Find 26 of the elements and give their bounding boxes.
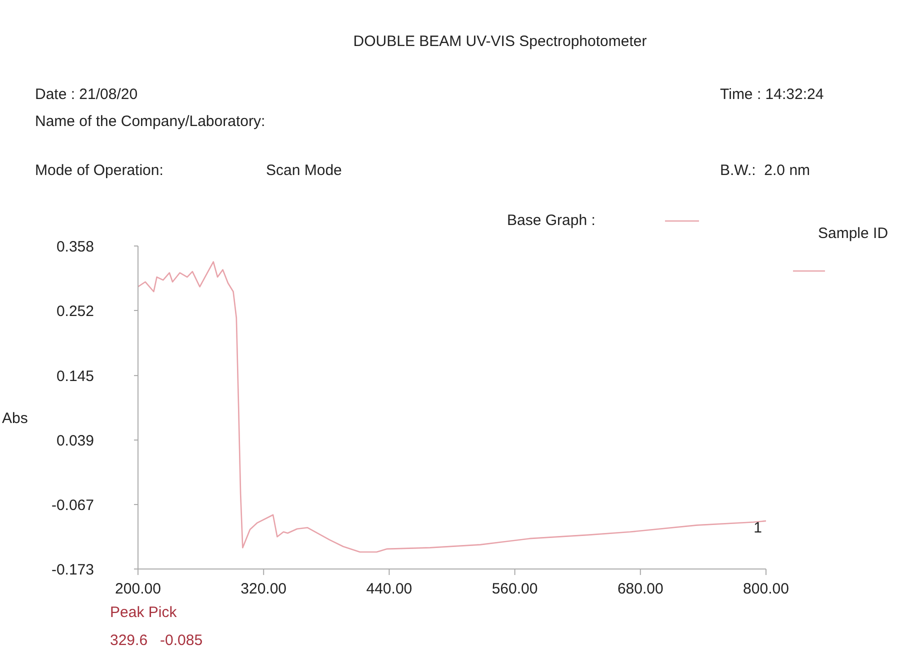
text: Name of the Company/Laboratory: — [35, 113, 266, 130]
line-series — [138, 261, 766, 553]
y-tick-label: 0.039 — [56, 432, 94, 450]
x-tick-label: 800.00 — [743, 580, 789, 598]
text: Sample ID — [818, 225, 888, 242]
text: 329.6 -0.085 — [110, 632, 203, 649]
x-tick-label: 680.00 — [617, 580, 664, 598]
text: Base Graph : — [507, 212, 596, 229]
y-tick-label: 0.358 — [56, 238, 94, 256]
y-axis-title: Abs — [2, 410, 28, 427]
text: Time : 14:32:24 — [720, 86, 824, 103]
annotation: 1 — [754, 519, 762, 536]
y-tick-label: -0.173 — [51, 561, 94, 578]
text: Date : 21/08/20 — [35, 86, 138, 103]
text: Peak Pick — [110, 604, 177, 621]
y-tick-label: 0.145 — [56, 368, 94, 385]
x-tick-label: 200.00 — [115, 580, 161, 598]
text: Scan Mode — [266, 162, 342, 179]
x-tick-label: 560.00 — [492, 580, 538, 598]
chart-title: DOUBLE BEAM UV-VIS Spectrophotometer — [352, 33, 648, 50]
x-tick-label: 440.00 — [366, 580, 412, 598]
x-tick-label: 320.00 — [240, 580, 287, 598]
y-tick-label: -0.067 — [51, 496, 94, 514]
text: Mode of Operation: — [35, 162, 164, 179]
text: B.W.: 2.0 nm — [720, 162, 810, 179]
y-tick-label: 0.252 — [56, 302, 94, 320]
